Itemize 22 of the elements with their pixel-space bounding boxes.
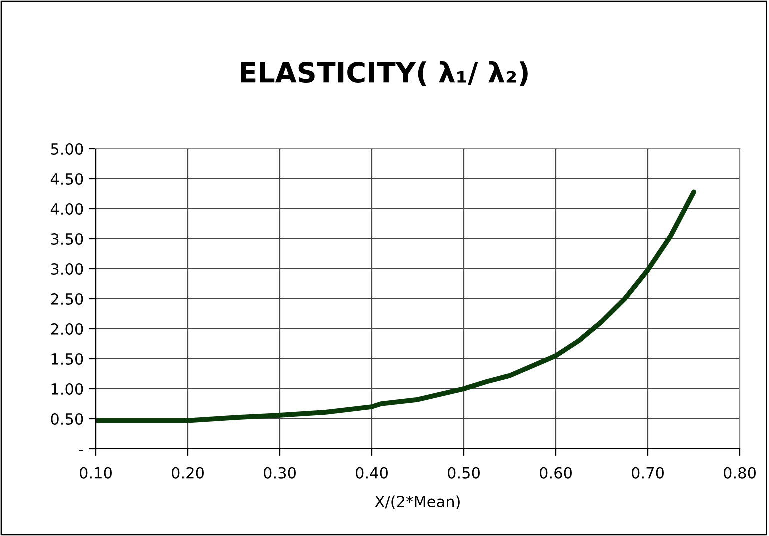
chart-title: ELASTICITY( λ₁/ λ₂) (241, 62, 528, 86)
y-tick-label: 0.50 (51, 413, 84, 426)
y-tick-label: 1.00 (52, 383, 84, 396)
y-tick-label: 1.50 (52, 353, 84, 366)
x-tick-label: 0.60 (540, 467, 572, 479)
x-tick-label: 0.50 (448, 467, 480, 479)
x-tick-label: 0.20 (172, 467, 204, 479)
x-axis-title: X/(2*Mean) (375, 496, 460, 510)
y-tick-label: 4.00 (50, 203, 84, 216)
x-tick-label: 0.30 (264, 467, 296, 479)
x-tick-label: 0.80 (724, 467, 756, 479)
x-tick-label: 0.40 (356, 467, 388, 479)
y-tick-label: - (79, 450, 84, 452)
y-tick-label: 3.50 (51, 233, 84, 246)
y-tick-label: 3.00 (51, 263, 84, 276)
x-tick-label: 0.70 (632, 467, 664, 479)
y-tick-label: 2.00 (51, 323, 84, 336)
y-tick-label: 5.00 (51, 143, 84, 156)
y-tick-label: 2.50 (51, 293, 84, 306)
line-series (96, 190, 696, 424)
y-tick-label: 4.50 (50, 173, 84, 186)
x-tick-label: 0.10 (80, 467, 112, 479)
